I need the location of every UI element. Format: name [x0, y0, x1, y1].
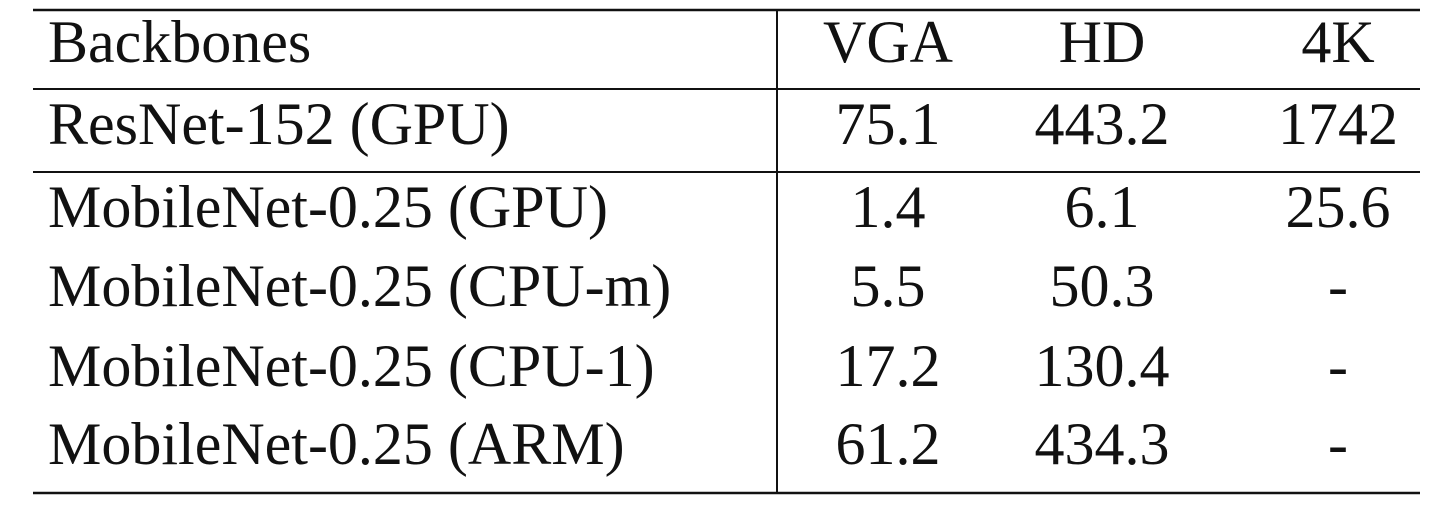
cell: 6.1	[1065, 174, 1140, 240]
header-cell: Backbones	[48, 9, 311, 75]
cell: 5.5	[851, 253, 926, 319]
cell: 1742	[1278, 91, 1398, 157]
row-label: MobileNet-0.25 (CPU-1)	[48, 333, 655, 399]
cell: 434.3	[1035, 411, 1170, 477]
cell: -	[1328, 411, 1348, 477]
cell: 50.3	[1050, 253, 1155, 319]
row-label: MobileNet-0.25 (GPU)	[48, 174, 608, 240]
cell: -	[1328, 333, 1348, 399]
cell: 1.4	[851, 174, 926, 240]
cell: 75.1	[836, 91, 941, 157]
cell: 17.2	[836, 333, 941, 399]
cell: -	[1328, 253, 1348, 319]
row-label: MobileNet-0.25 (CPU-m)	[48, 253, 671, 319]
cell: 61.2	[836, 411, 941, 477]
header-cell: HD	[1059, 9, 1146, 75]
cell: 130.4	[1035, 333, 1170, 399]
header-cell: 4K	[1301, 9, 1374, 75]
header-cell: VGA	[823, 9, 953, 75]
cell: 25.6	[1286, 174, 1391, 240]
row-label: ResNet-152 (GPU)	[48, 91, 510, 157]
cell: 443.2	[1035, 91, 1170, 157]
row-label: MobileNet-0.25 (ARM)	[48, 411, 625, 477]
